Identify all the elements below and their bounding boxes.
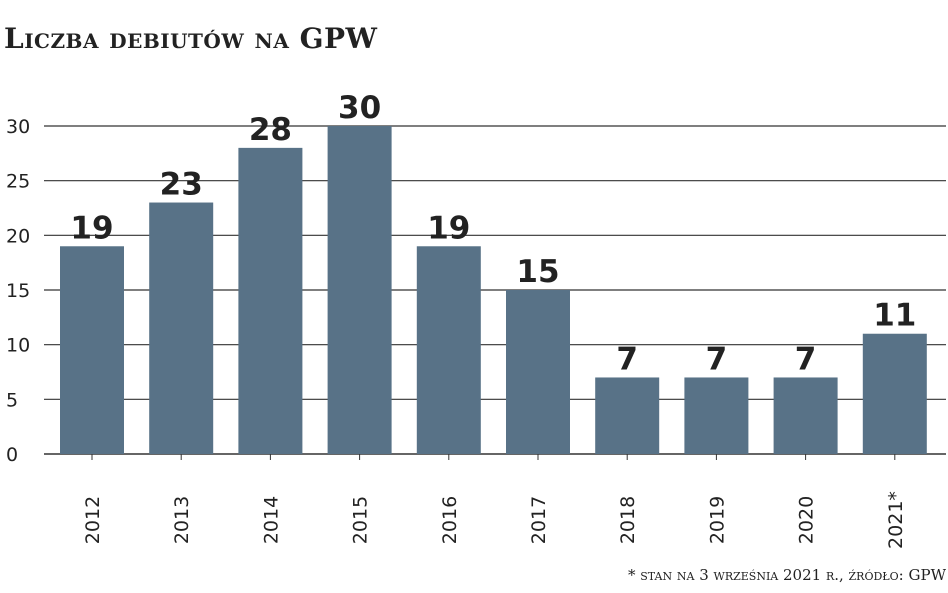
x-tick-label: 2016 xyxy=(439,496,461,544)
y-tick-label: 0 xyxy=(6,444,18,466)
x-tick-label: 2015 xyxy=(350,496,372,544)
y-tick-label: 25 xyxy=(6,171,30,193)
data-label: 7 xyxy=(706,341,728,377)
bar xyxy=(238,147,303,454)
x-tick-label: 2018 xyxy=(617,496,639,544)
data-label: 19 xyxy=(427,210,470,246)
y-tick-label: 5 xyxy=(6,389,18,411)
bar xyxy=(595,377,660,454)
data-label: 11 xyxy=(873,298,916,334)
chart-title: Liczba debiutów na GPW xyxy=(4,22,378,55)
x-tick-label: 2014 xyxy=(260,496,282,544)
bar xyxy=(416,246,481,454)
bar xyxy=(862,333,927,454)
bar xyxy=(684,377,749,454)
x-tick-label: 2019 xyxy=(706,496,728,544)
data-label: 19 xyxy=(70,210,113,246)
bar xyxy=(149,202,214,454)
y-tick-label: 10 xyxy=(6,335,30,357)
footnote: * stan na 3 września 2021 r., źródło: GP… xyxy=(628,566,946,584)
x-tick-label: 2012 xyxy=(82,496,104,544)
bar xyxy=(60,246,124,454)
y-tick-label: 15 xyxy=(6,280,30,302)
y-tick-label: 30 xyxy=(6,116,30,138)
x-tick-label: 2013 xyxy=(171,496,193,544)
bar xyxy=(773,377,838,454)
data-label: 7 xyxy=(616,341,638,377)
x-tick-label: 2017 xyxy=(528,496,550,544)
data-label: 15 xyxy=(516,254,559,290)
data-label: 30 xyxy=(338,90,381,126)
bar xyxy=(506,290,570,454)
y-tick-label: 20 xyxy=(6,225,30,247)
bar xyxy=(327,126,392,454)
x-tick-label: 2020 xyxy=(796,496,818,544)
data-label: 28 xyxy=(249,112,292,148)
data-label: 23 xyxy=(160,167,203,203)
data-label: 7 xyxy=(795,341,817,377)
x-tick-label: 2021* xyxy=(885,491,907,549)
